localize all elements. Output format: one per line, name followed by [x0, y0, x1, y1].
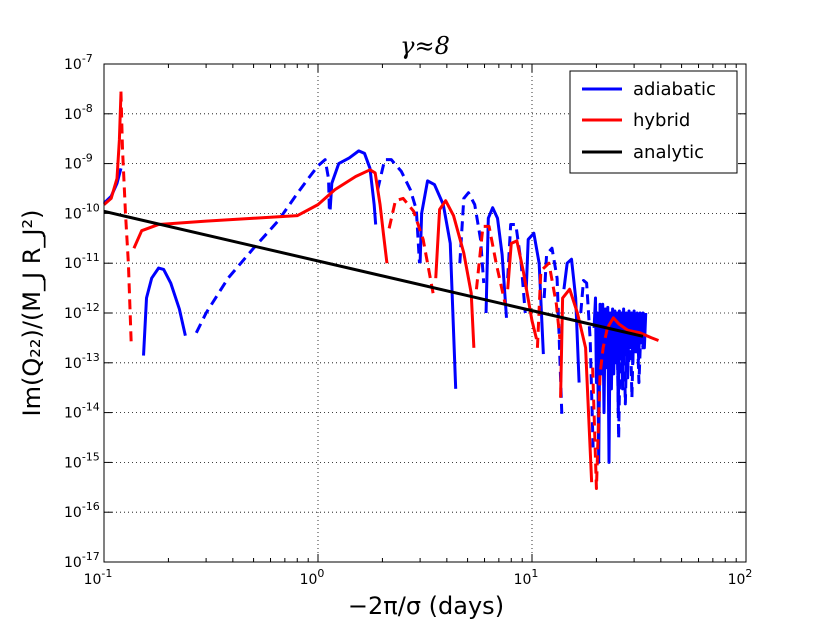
analytic-line-segment — [103, 209, 644, 338]
legend-label-hybrid: hybrid — [633, 110, 690, 131]
adiabatic-line-segment — [418, 179, 458, 389]
y-tick-label: 10-15 — [64, 450, 100, 471]
series-hybrid — [103, 91, 660, 490]
y-tick-exponent: -9 — [82, 152, 93, 165]
y-tick-exponent: -15 — [82, 450, 100, 463]
y-tick-exponent: -10 — [82, 201, 100, 214]
legend-entry-adiabatic: adiabatic — [582, 79, 716, 100]
hybrid-line-segment — [506, 239, 538, 340]
hybrid-line-segment — [591, 327, 609, 490]
y-tick-label: 10-13 — [64, 351, 100, 372]
y-tick-exponent: -11 — [82, 251, 100, 264]
y-tick-exponent: -13 — [82, 351, 100, 364]
x-tick-exponent: 0 — [317, 567, 324, 580]
y-tick-exponent: -14 — [82, 401, 100, 414]
ticks — [103, 63, 747, 563]
adiabatic-line-segment — [142, 266, 187, 356]
adiabatic-line-segment — [376, 158, 421, 264]
adiabatic-line-segment — [562, 257, 581, 383]
adiabatic-line-segment — [328, 149, 378, 225]
hybrid-line-segment — [535, 261, 562, 348]
y-tick-label: 10-7 — [64, 52, 93, 73]
adiabatic-line-segment — [615, 322, 647, 441]
x-tick-exponent: 1 — [531, 567, 538, 580]
y-tick-label: 10-11 — [64, 251, 100, 272]
x-tick-label: 101 — [514, 567, 539, 588]
hybrid-line-segment — [474, 224, 507, 305]
hybrid-line-segment — [103, 93, 123, 206]
hybrid-line-segment — [132, 168, 389, 264]
legend-label-analytic: analytic — [633, 142, 704, 163]
x-tick-label: 100 — [300, 567, 325, 588]
y-tick-label: 10-17 — [64, 550, 100, 571]
y-tick-label: 10-12 — [64, 301, 100, 322]
y-tick-label: 10-9 — [64, 152, 93, 173]
hybrid-line-segment — [119, 91, 133, 344]
y-tick-exponent: -7 — [82, 52, 93, 65]
x-axis-label: −2π/σ (days) — [348, 592, 504, 620]
hybrid-line-segment — [434, 199, 476, 348]
adiabatic-line-segment — [194, 158, 331, 334]
legend-entry-hybrid: hybrid — [582, 110, 690, 131]
adiabatic-line-segment — [458, 191, 486, 284]
hybrid-line-segment — [387, 196, 435, 294]
y-tick-label: 10-8 — [64, 102, 93, 123]
y-tick-exponent: -16 — [82, 500, 100, 513]
series-analytic — [103, 209, 644, 338]
x-tick-label: 10-1 — [84, 567, 113, 588]
adiabatic-line-segment — [506, 222, 527, 314]
y-tick-exponent: -8 — [82, 102, 93, 115]
chart-title: γ≈8 — [400, 32, 450, 60]
y-tick-label: 10-16 — [64, 500, 100, 521]
y-tick-label: 10-10 — [64, 201, 100, 222]
x-tick-label: 102 — [728, 567, 753, 588]
hybrid-line-segment — [606, 316, 660, 342]
legend: adiabatic hybrid analytic — [569, 70, 738, 174]
x-tick-exponent: -1 — [101, 567, 112, 580]
y-tick-label: 10-14 — [64, 401, 100, 422]
y-axis-label: Im(Q₂₂)/(M_J R_J²) — [18, 210, 46, 417]
adiabatic-line-segment — [484, 206, 508, 318]
hybrid-line-segment — [559, 287, 594, 483]
adiabatic-line-segment — [579, 278, 595, 448]
legend-label-adiabatic: adiabatic — [633, 79, 716, 100]
y-tick-exponent: -12 — [82, 301, 100, 314]
y-tick-exponent: -17 — [82, 550, 100, 563]
x-tick-exponent: 2 — [745, 567, 752, 580]
legend-entry-analytic: analytic — [582, 142, 704, 163]
series-layer — [102, 91, 660, 490]
